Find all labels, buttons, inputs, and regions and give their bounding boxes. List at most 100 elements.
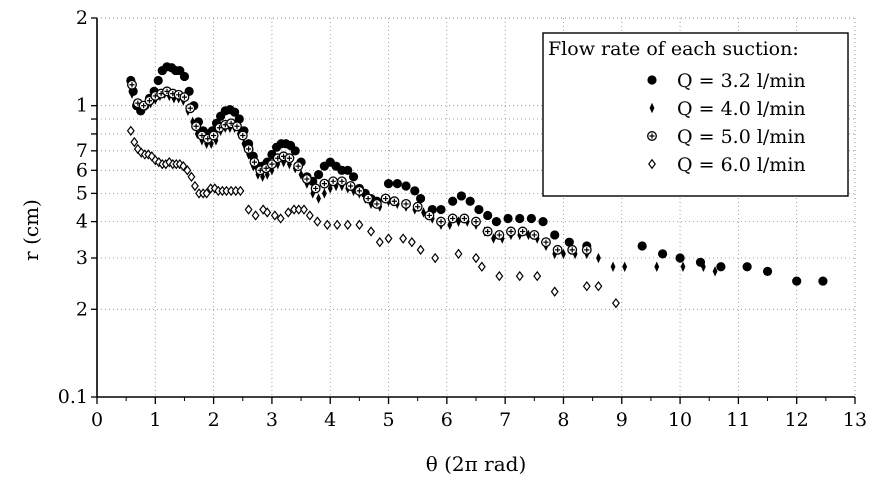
data-point [127, 79, 137, 90]
data-point [380, 193, 391, 204]
data-point [244, 204, 253, 215]
data-point [472, 253, 480, 263]
data-point [313, 170, 324, 180]
data-point [354, 185, 365, 196]
data-point [322, 188, 327, 199]
data-point [301, 174, 312, 184]
x-tick-label: 4 [324, 409, 336, 431]
data-point [191, 121, 202, 132]
data-point [716, 262, 726, 272]
legend-label: Q = 4.0 l/min [677, 98, 806, 120]
data-point [447, 213, 458, 224]
data-point [319, 178, 330, 189]
data-point [550, 230, 560, 240]
data-point [300, 204, 308, 215]
y-tick-label: 6 [76, 159, 88, 181]
legend-marker [647, 131, 657, 141]
data-point [483, 210, 493, 221]
legend-title: Flow rate of each suction: [548, 38, 799, 60]
data-point [436, 216, 446, 227]
data-point [328, 176, 339, 187]
data-point [657, 249, 668, 259]
data-point [316, 193, 321, 204]
data-point [515, 213, 525, 224]
x-tick-label: 8 [557, 409, 569, 431]
data-point [448, 196, 458, 206]
data-point [375, 237, 384, 247]
legend: Flow rate of each suction: Q = 3.2 l/min… [542, 32, 849, 197]
data-point [284, 153, 295, 164]
data-point [742, 262, 752, 272]
x-axis-title: θ (2π rad) [426, 452, 527, 476]
data-point [249, 157, 260, 168]
data-point [416, 245, 425, 255]
data-point [237, 130, 248, 141]
data-point [412, 201, 423, 212]
data-point [179, 71, 190, 82]
x-tick-label: 7 [499, 409, 511, 431]
x-tick-label: 11 [726, 409, 750, 431]
data-point [153, 75, 163, 86]
x-tick-label: 0 [91, 409, 103, 431]
data-point [290, 146, 300, 156]
data-point [818, 276, 828, 286]
data-point [596, 252, 601, 264]
data-point [581, 244, 592, 255]
data-point [345, 181, 356, 191]
data-point [529, 229, 540, 240]
x-tick-label: 5 [382, 409, 394, 431]
data-point [465, 196, 475, 206]
data-point [567, 244, 578, 255]
data-point [538, 217, 548, 227]
data-point [416, 193, 426, 204]
data-point [363, 193, 374, 204]
data-point [392, 179, 402, 189]
data-point [336, 176, 347, 187]
data-point [622, 261, 628, 272]
data-point [454, 249, 463, 259]
data-point [251, 210, 260, 221]
y-tick-label: 5 [76, 182, 88, 204]
data-point [515, 271, 524, 281]
legend-label: Q = 3.2 l/min [677, 70, 806, 92]
data-point [348, 172, 359, 182]
data-point [424, 210, 435, 221]
data-point [482, 226, 493, 237]
data-point [431, 253, 439, 263]
data-point [410, 186, 420, 196]
data-point [399, 233, 407, 244]
y-tick-label: 0.1 [58, 386, 88, 408]
data-point [491, 217, 502, 227]
data-point [401, 198, 411, 209]
data-point [408, 237, 416, 247]
y-tick-label: 2 [76, 7, 88, 29]
data-point [310, 183, 321, 194]
data-point [191, 181, 199, 191]
legend-marker [647, 75, 657, 85]
data-point [371, 198, 382, 209]
y-tick-label: 2 [76, 298, 88, 320]
data-point [533, 271, 542, 281]
data-point [130, 137, 139, 147]
y-tick-label: 1 [76, 95, 88, 117]
legend-box [542, 32, 849, 197]
data-point [293, 161, 304, 172]
data-point [436, 204, 446, 215]
data-point [384, 233, 393, 244]
x-tick-label: 12 [785, 409, 809, 431]
y-tick-label: 3 [76, 247, 88, 269]
x-tick-label: 9 [616, 409, 628, 431]
data-point [401, 181, 411, 191]
x-tick-label: 13 [843, 409, 867, 431]
x-tick-label: 6 [441, 409, 453, 431]
data-point [495, 271, 504, 281]
data-point [762, 266, 773, 276]
data-point [594, 281, 603, 292]
data-point [610, 261, 616, 272]
data-point [494, 229, 505, 240]
data-point [550, 286, 559, 297]
data-point [389, 196, 400, 207]
data-point [231, 121, 242, 132]
data-point [680, 261, 686, 272]
data-point [503, 213, 513, 224]
